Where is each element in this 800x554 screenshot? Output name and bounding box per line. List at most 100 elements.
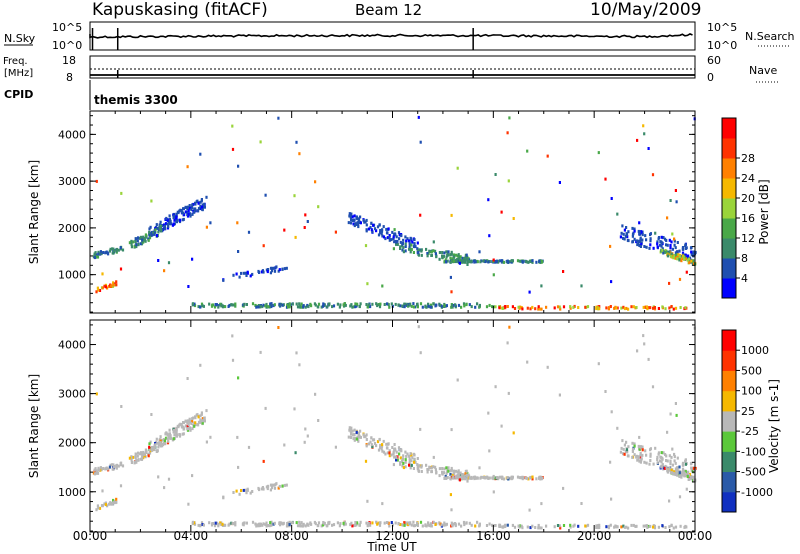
power-cell [507,179,510,183]
velocity-cell [464,477,467,481]
velocity-cell [501,525,505,529]
velocity-cell [610,497,613,501]
velocity-cell [281,484,284,488]
velocity-cell [117,464,120,468]
velocity-cell [528,508,531,512]
power-cell [262,244,265,248]
power-cell [678,249,681,253]
velocity-cell [277,326,280,329]
power-cell [449,256,452,260]
velocity-cell [454,522,457,525]
velocity-cell [385,446,389,450]
power-cell [156,234,159,237]
velocity-cell [221,522,224,526]
power-cell [249,274,252,278]
velocity-cell [470,523,473,527]
power-cell [501,306,505,310]
power-cell [649,233,652,237]
y-tick-label: 3000 [58,388,86,401]
velocity-cell [416,457,419,460]
power-cell [235,272,238,276]
velocity-cell [356,435,359,439]
velocity-cell [97,468,100,472]
power-cell [452,255,455,258]
power-cell [521,259,524,263]
velocity-cell [143,452,146,456]
power-cell [517,305,520,309]
power-cell [350,212,353,216]
power-cell [186,205,189,209]
power-cell [470,259,473,263]
colorbar-swatch [722,370,736,392]
date-title: 10/May/2009 [590,0,702,20]
velocity-cell [182,425,185,429]
velocity-cell [652,525,655,529]
power-cell [163,269,166,273]
velocity-cell [458,478,461,482]
power-cell [351,305,354,309]
power-cell [111,247,114,251]
velocity-cell [598,526,601,529]
power-cell [405,239,408,243]
velocity-cell [269,488,272,492]
power-cell [115,283,118,287]
power-cell [642,305,645,309]
power-cell [113,249,116,252]
power-cell [408,241,411,245]
power-cell [97,288,100,292]
velocity-cell [432,520,435,524]
power-cell [386,236,389,240]
velocity-cell [257,486,260,490]
power-cell [200,302,204,306]
power-cell [527,260,530,264]
velocity-cell [111,467,114,471]
power-cell [382,235,386,239]
power-cell [199,200,202,204]
velocity-cell [625,448,629,452]
velocity-cell [531,524,534,528]
power-cell [584,305,587,309]
velocity-cell [613,525,616,529]
power-cell [524,260,528,263]
power-cell [342,303,345,307]
power-cell [295,140,298,144]
power-cell [270,302,273,306]
velocity-cell [275,482,278,486]
velocity-cell [278,484,281,488]
power-cell [451,304,454,308]
power-cell [526,306,529,310]
velocity-cell [416,524,419,527]
velocity-cell [205,409,208,413]
power-cell [620,231,623,235]
power-cell [692,259,695,263]
velocity-cell [394,448,397,452]
velocity-cell [681,467,685,471]
velocity-cell [359,429,362,433]
x-tick-labels: 00:00 04:00 08:00 12:00 16:00 20:00 00:00 [73,529,713,543]
velocity-cell [631,450,634,453]
velocity-cell [134,455,137,459]
velocity-cell [273,486,277,490]
power-cell [638,244,641,247]
power-cell [668,281,671,285]
power-cell [349,304,352,308]
velocity-cell [131,455,135,459]
velocity-cell [419,351,422,355]
velocity-cell [348,426,351,430]
velocity-cell [232,491,235,494]
power-cell [307,305,310,309]
power-cell [447,253,450,257]
power-cell [671,232,674,236]
x-axis-label: Time UT [366,540,417,554]
power-cell [106,286,109,290]
velocity-cell [572,524,575,528]
power-cell [404,302,407,306]
power-cell [139,235,143,239]
velocity-cell [404,458,407,462]
colorbar-swatch [722,410,736,432]
power-cell [470,305,473,309]
power-cell [187,285,190,288]
velocity-cell [427,523,430,527]
station-title: Kapuskasing (fitACF) [92,0,268,20]
velocity-cell [408,522,411,526]
